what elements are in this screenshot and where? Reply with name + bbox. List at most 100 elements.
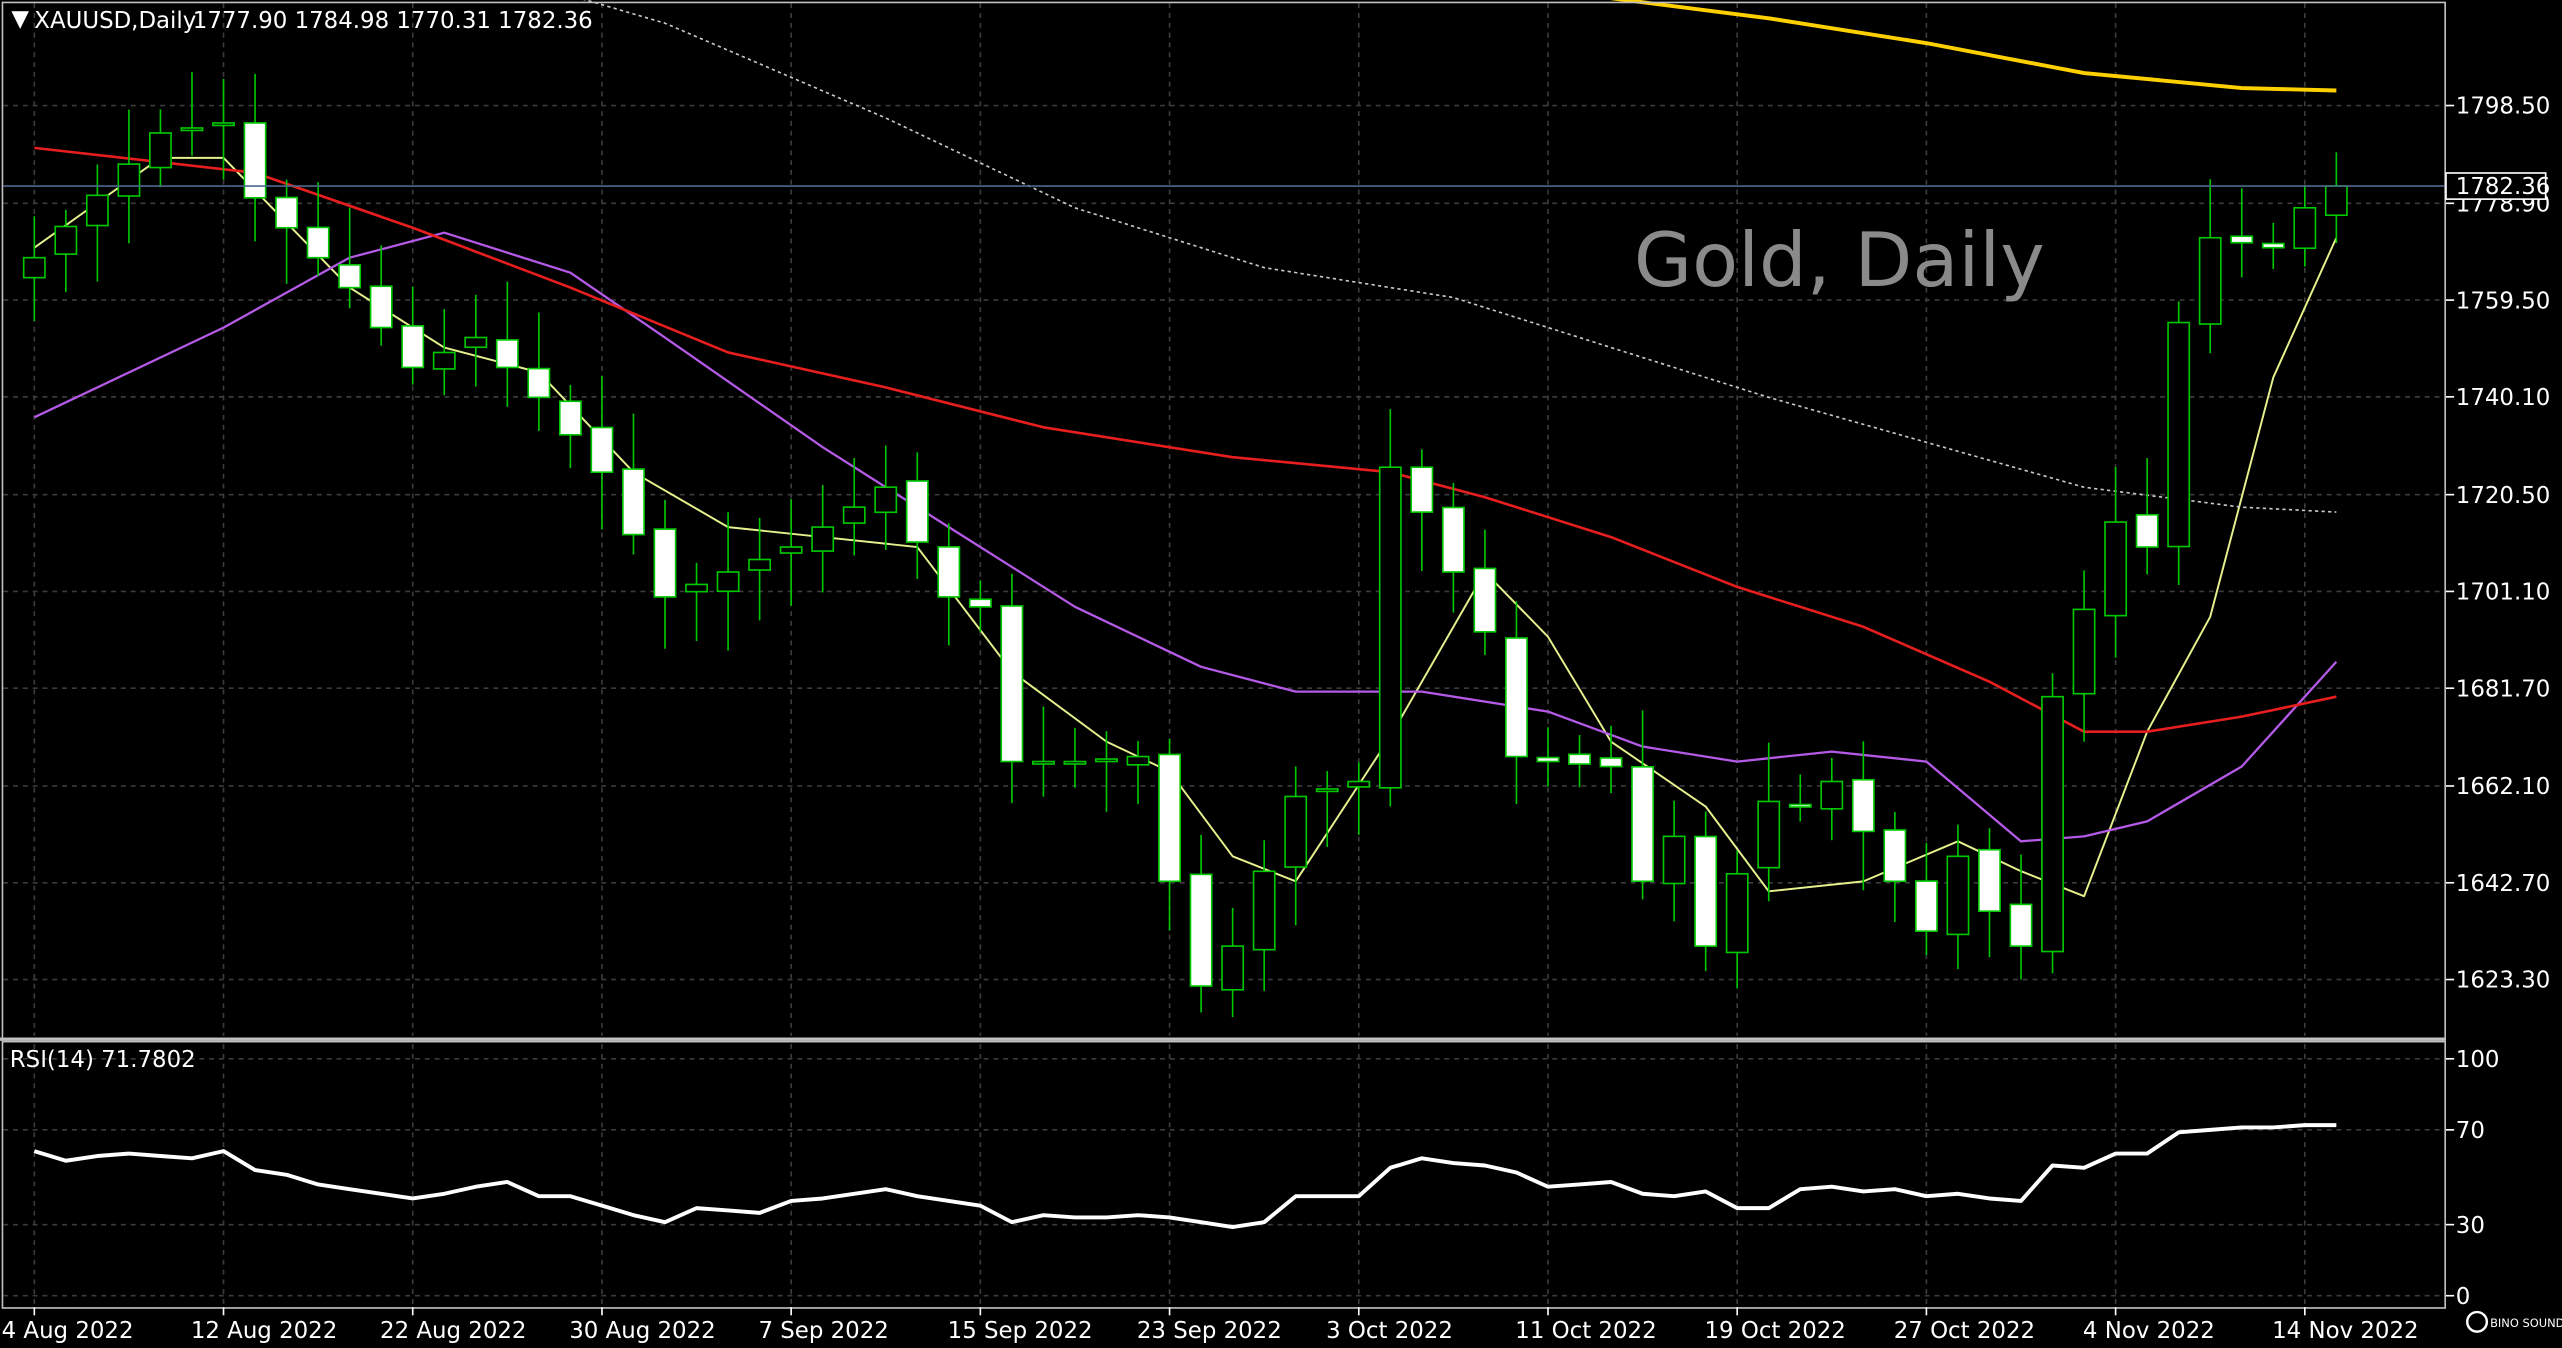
candle-body bbox=[1631, 765, 1655, 883]
rsi-axis: 100 70 30 0 bbox=[2445, 1047, 2499, 1310]
candle-body bbox=[85, 194, 109, 227]
candle bbox=[22, 216, 46, 322]
sma100-line bbox=[583, 0, 2337, 513]
rsi-line-layer bbox=[33, 1123, 2337, 1230]
sma200-line bbox=[1610, 0, 2337, 93]
candle-body bbox=[1158, 753, 1182, 883]
candle-body bbox=[54, 225, 78, 255]
candle bbox=[622, 413, 645, 555]
candle-body bbox=[1662, 835, 1686, 885]
candle-body bbox=[1883, 829, 1907, 883]
candle bbox=[1978, 828, 2001, 958]
candle-body bbox=[558, 400, 582, 436]
candle-body bbox=[874, 486, 898, 514]
price-tick-label: 1701.10 bbox=[2456, 580, 2551, 606]
candle-body bbox=[243, 122, 267, 199]
candle-body bbox=[149, 132, 172, 169]
date-tick-label: 12 Aug 2022 bbox=[191, 1318, 337, 1344]
candle bbox=[1788, 774, 1812, 822]
candle bbox=[401, 286, 425, 385]
candle bbox=[180, 72, 204, 156]
candle bbox=[1378, 409, 1402, 807]
candle bbox=[275, 179, 299, 284]
candle bbox=[716, 512, 740, 651]
candle-body bbox=[622, 468, 645, 536]
candle bbox=[432, 309, 456, 396]
candle-body bbox=[968, 598, 992, 608]
candle-body bbox=[748, 558, 772, 571]
candle bbox=[306, 182, 330, 276]
candle-body bbox=[716, 571, 740, 593]
candle bbox=[243, 73, 267, 242]
candle-body bbox=[1221, 945, 1245, 991]
candle bbox=[1189, 834, 1213, 1013]
candles bbox=[22, 72, 2348, 1018]
price-tick-label: 1759.50 bbox=[2456, 288, 2551, 314]
symbol-label: XAUUSD,Daily bbox=[34, 8, 196, 34]
date-tick-label: 15 Sep 2022 bbox=[948, 1318, 1093, 1344]
candle bbox=[1095, 731, 1118, 812]
rsi-tick-label: 30 bbox=[2456, 1213, 2485, 1239]
candle bbox=[1568, 735, 1591, 788]
candle bbox=[1410, 449, 1434, 572]
date-tick-label: 4 Nov 2022 bbox=[2083, 1318, 2215, 1344]
candle-body bbox=[1914, 880, 1938, 932]
candle-body bbox=[1315, 788, 1339, 793]
candle-body bbox=[432, 351, 456, 370]
candle bbox=[1441, 482, 1465, 613]
candle bbox=[1126, 741, 1150, 804]
date-tick-label: 7 Sep 2022 bbox=[758, 1318, 888, 1344]
candle-body bbox=[2009, 903, 2033, 947]
candle-body bbox=[685, 583, 708, 593]
current-price-value: 1782.36 bbox=[2456, 174, 2551, 200]
candle-body bbox=[1063, 760, 1087, 765]
date-tick-label: 27 Oct 2022 bbox=[1894, 1318, 2035, 1344]
candle-body bbox=[1505, 637, 1528, 758]
candle bbox=[590, 375, 614, 530]
candle bbox=[2009, 854, 2033, 980]
candle bbox=[2041, 673, 2064, 974]
price-tick-label: 1720.50 bbox=[2456, 483, 2551, 509]
price-axis: 1798.501778.901759.501740.101720.501701.… bbox=[2445, 94, 2551, 994]
candle-body bbox=[401, 325, 425, 369]
sma50-line bbox=[34, 146, 2337, 733]
candle bbox=[1946, 824, 1970, 970]
symbol-menu-arrow-icon[interactable]: ▼ bbox=[11, 6, 29, 32]
candle-body bbox=[2261, 242, 2285, 249]
candle bbox=[2104, 466, 2128, 658]
candle-body bbox=[2104, 521, 2128, 617]
candle-body bbox=[1095, 758, 1118, 763]
candle-body bbox=[1378, 466, 1402, 789]
candle bbox=[1694, 811, 1718, 971]
candle-body bbox=[2230, 235, 2254, 244]
candle bbox=[2261, 222, 2285, 270]
candle-body bbox=[338, 264, 362, 289]
candle-body bbox=[1189, 873, 1213, 987]
candle bbox=[748, 517, 772, 621]
candle bbox=[1914, 842, 1938, 955]
date-tick-label: 4 Aug 2022 bbox=[2, 1318, 134, 1344]
candle-body bbox=[842, 506, 866, 524]
candle bbox=[1505, 601, 1528, 805]
candle bbox=[212, 78, 235, 180]
candle-body bbox=[2072, 608, 2096, 695]
candle-body bbox=[811, 526, 835, 552]
candle-body bbox=[1978, 848, 2001, 913]
date-tick-label: 3 Oct 2022 bbox=[1326, 1318, 1453, 1344]
candle-body bbox=[1126, 755, 1150, 766]
brand-logo-icon bbox=[2466, 1310, 2489, 1333]
candle bbox=[779, 499, 803, 606]
candle-body bbox=[1694, 835, 1718, 947]
candle-body bbox=[1031, 760, 1055, 765]
ohlc-readout: 1777.90 1784.98 1770.31 1782.36 bbox=[193, 8, 593, 34]
candle-body bbox=[1820, 780, 1844, 810]
candle-body bbox=[1599, 757, 1623, 768]
candle bbox=[937, 523, 961, 646]
candle bbox=[85, 164, 109, 282]
price-tick-label: 1642.70 bbox=[2456, 871, 2551, 897]
candle bbox=[54, 209, 78, 292]
candle bbox=[905, 452, 929, 579]
candle-body bbox=[779, 546, 803, 554]
candle-body bbox=[464, 336, 488, 349]
